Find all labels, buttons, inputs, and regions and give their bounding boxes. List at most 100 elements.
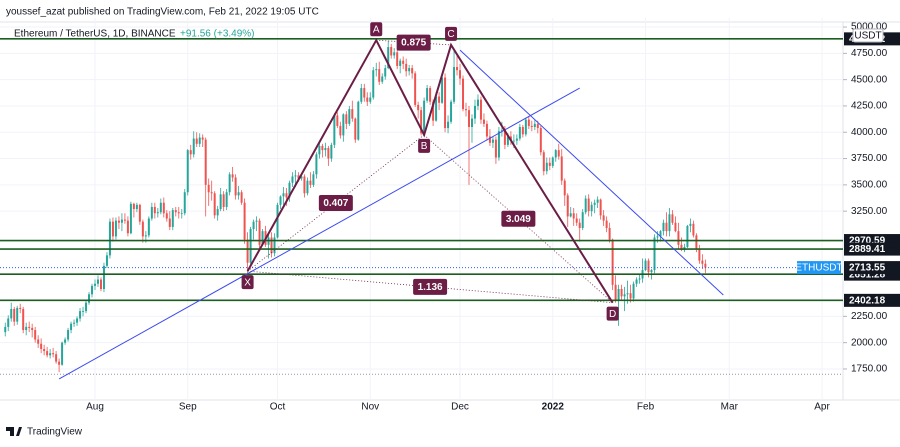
- candle-body: [677, 231, 680, 245]
- candle-body: [518, 126, 521, 139]
- ratio-label: 3.049: [506, 214, 531, 225]
- candle-body: [644, 260, 647, 271]
- point-box: [445, 26, 458, 41]
- candle-body: [402, 60, 405, 64]
- candle-body: [28, 326, 31, 328]
- candle-body: [500, 130, 503, 132]
- candle-body: [602, 215, 605, 221]
- point-label: A: [373, 24, 380, 35]
- candle-body: [638, 278, 641, 280]
- candle-body: [153, 206, 156, 214]
- y-tick-label: 3250.00: [851, 206, 888, 217]
- candle-body: [566, 195, 569, 217]
- candle-body: [548, 162, 551, 166]
- candle-body: [79, 311, 82, 319]
- candle-body: [560, 156, 563, 181]
- candle-body: [351, 109, 354, 119]
- candle-body: [252, 221, 255, 230]
- symbol-title: Ethereum / TetherUS, 1D, BINANCE: [14, 29, 176, 40]
- candle-body: [584, 198, 587, 213]
- y-tick-label: 3750.00: [851, 153, 888, 164]
- candle-body: [114, 220, 117, 237]
- y-tick-label: 4500.00: [851, 74, 888, 85]
- candle-body: [219, 194, 222, 210]
- candle-body: [300, 176, 303, 179]
- point-label: C: [447, 29, 454, 40]
- candle-body: [306, 180, 309, 194]
- candle-body: [129, 203, 132, 234]
- candle-body: [49, 353, 52, 356]
- candle-body: [503, 130, 506, 145]
- candle-body: [174, 210, 177, 213]
- level-tag-label: 2402.18: [849, 295, 886, 306]
- candle-body: [360, 88, 363, 102]
- logo-part: [16, 427, 22, 436]
- candle-body: [426, 88, 429, 101]
- candle-body: [608, 227, 611, 240]
- candle-body: [255, 220, 258, 222]
- candle-body: [620, 289, 623, 297]
- candle-body: [542, 152, 545, 172]
- y-tick-label: 4250.00: [851, 101, 888, 112]
- candle-body: [82, 311, 85, 312]
- candle-body: [411, 68, 414, 74]
- candle-body: [285, 193, 288, 198]
- candle-body: [671, 214, 674, 223]
- point-box: [606, 306, 619, 321]
- candle-body: [611, 239, 614, 285]
- candle-body: [222, 194, 225, 207]
- publisher: youssef_azat published on TradingView.co…: [6, 7, 319, 18]
- candle-body: [572, 213, 575, 219]
- candle-body: [22, 308, 25, 331]
- candle-body: [318, 145, 321, 155]
- candle-body: [381, 76, 384, 82]
- candle-body: [521, 126, 524, 135]
- candle-body: [246, 239, 249, 263]
- candle-body: [213, 193, 216, 216]
- candle-body: [138, 204, 141, 222]
- candle-body: [273, 237, 276, 254]
- candle-body: [467, 110, 470, 127]
- candle-body: [165, 213, 168, 219]
- symbol-tag: ETHUSDT: [795, 263, 842, 274]
- candle-body: [258, 220, 261, 245]
- candle-body: [46, 351, 49, 356]
- candle-body: [303, 176, 306, 194]
- candle-body: [635, 279, 638, 284]
- candle-body: [515, 138, 518, 141]
- candle-body: [198, 137, 201, 144]
- ratio-box: [396, 34, 431, 51]
- candle-body: [557, 150, 560, 157]
- candle-body: [647, 260, 650, 273]
- trendline: [459, 49, 724, 296]
- candle-body: [240, 192, 243, 203]
- logo-part: [10, 427, 14, 436]
- candle-body: [575, 218, 578, 223]
- candle-body: [420, 110, 423, 134]
- x-tick-label: Oct: [270, 402, 286, 413]
- point-box: [370, 22, 383, 37]
- candle-body: [4, 326, 7, 333]
- candle-body: [336, 115, 339, 126]
- candle-body: [195, 138, 198, 144]
- candle-body: [61, 342, 64, 365]
- candle-body: [141, 221, 144, 237]
- candle-body: [327, 148, 330, 159]
- candle-body: [333, 115, 336, 145]
- candle-body: [623, 294, 626, 297]
- candle-body: [321, 145, 324, 151]
- ratio-label: 0.875: [401, 38, 426, 49]
- candle-body: [330, 144, 333, 159]
- candle-body: [569, 213, 572, 217]
- currency-box: [852, 28, 884, 43]
- candle-body: [479, 99, 482, 120]
- candle-body: [530, 125, 533, 127]
- x-tick-label: Apr: [814, 402, 830, 413]
- candle-body: [599, 199, 602, 216]
- y-tick-label: 3500.00: [851, 179, 888, 190]
- candle-body: [96, 279, 99, 284]
- candle-body: [686, 225, 689, 247]
- candle-body: [144, 235, 147, 237]
- candle-body: [417, 104, 420, 111]
